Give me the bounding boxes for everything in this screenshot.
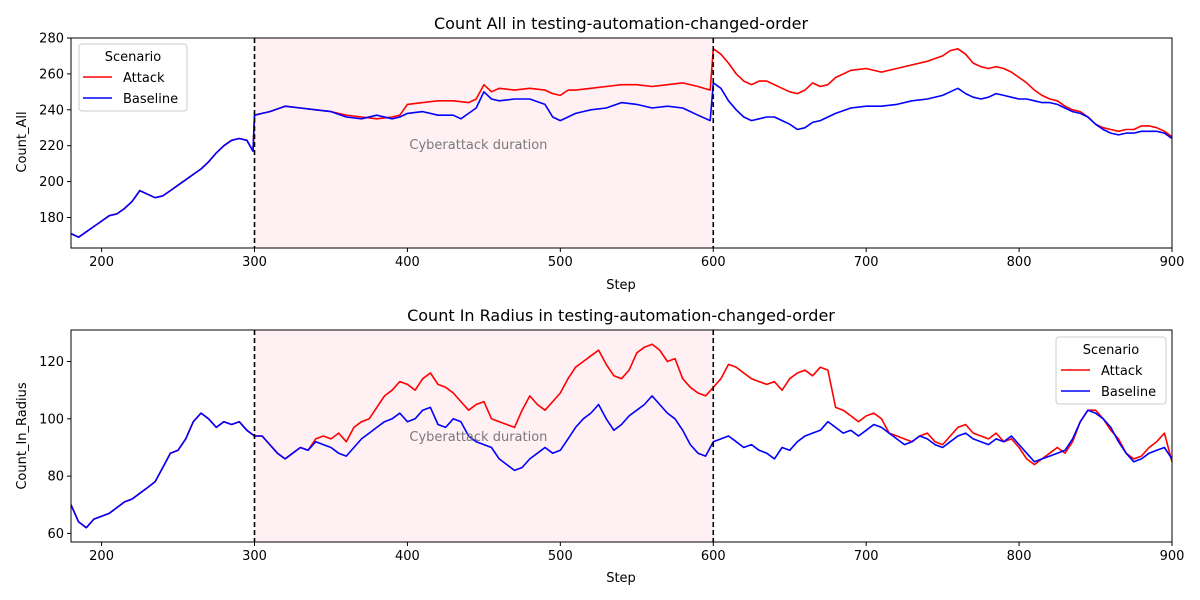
y-tick-label: 220: [39, 139, 64, 154]
x-tick-label: 400: [395, 549, 420, 564]
legend-frame: [78, 43, 188, 112]
legend-label-baseline: Baseline: [1101, 385, 1156, 400]
legend-label-attack: Attack: [1101, 364, 1143, 379]
attack-markers: [253, 38, 715, 248]
x-tick-label: 400: [395, 255, 420, 270]
attack-window-band: [254, 38, 714, 248]
y-tick-label: 260: [39, 67, 64, 82]
y-axis-label: Count_In_Radius: [15, 382, 30, 489]
x-axis: 200 300 400 500 600 700 800 900: [89, 542, 1184, 564]
y-axis: 180 200 220 240 260 280: [39, 32, 71, 226]
x-tick-label: 200: [89, 255, 114, 270]
legend-label-baseline: Baseline: [123, 92, 178, 107]
y-tick-label: 180: [39, 211, 64, 226]
attack-annotation: Cyberattack duration: [409, 430, 547, 445]
chart-panel-count-all: Count All in testing-automation-changed-…: [15, 14, 1184, 293]
x-tick-label: 800: [1007, 255, 1032, 270]
x-tick-label: 700: [854, 549, 879, 564]
series-line-baseline: [70, 82, 1173, 238]
x-tick-label: 600: [701, 549, 726, 564]
y-tick-label: 80: [47, 470, 64, 485]
x-tick-label: 300: [242, 549, 267, 564]
y-tick-label: 240: [39, 103, 64, 118]
y-tick-label: 200: [39, 175, 64, 190]
y-axis-label: Count_All: [15, 111, 30, 172]
x-tick-label: 900: [1160, 549, 1185, 564]
legend-title: Scenario: [1083, 343, 1140, 358]
x-tick-label: 800: [1007, 549, 1032, 564]
y-tick-label: 280: [39, 32, 64, 47]
chart-panel-count-in-radius: Count In Radius in testing-automation-ch…: [15, 306, 1184, 586]
legend-frame: [1055, 336, 1167, 405]
y-tick-label: 100: [39, 412, 64, 427]
attack-window-shading: [254, 38, 714, 248]
legend: Scenario Attack Baseline: [1055, 336, 1167, 405]
legend-title: Scenario: [105, 50, 162, 65]
y-tick-label: 60: [47, 527, 64, 542]
plot-frame: [70, 329, 1173, 543]
x-tick-label: 300: [242, 255, 267, 270]
attack-markers: [253, 330, 715, 542]
x-tick-label: 600: [701, 255, 726, 270]
series-lines: [70, 48, 1173, 238]
x-axis-label: Step: [606, 571, 636, 586]
chart-title: Count All in testing-automation-changed-…: [434, 14, 808, 33]
x-tick-label: 700: [854, 255, 879, 270]
x-tick-label: 200: [89, 549, 114, 564]
legend-label-attack: Attack: [123, 71, 165, 86]
attack-window-shading: [254, 330, 714, 542]
x-axis-label: Step: [606, 278, 636, 293]
plot-frame: [70, 37, 1173, 249]
y-axis: 60 80 100 120: [39, 355, 71, 542]
chart-title: Count In Radius in testing-automation-ch…: [407, 306, 835, 325]
x-tick-label: 500: [548, 255, 573, 270]
y-tick-label: 120: [39, 355, 64, 370]
attack-window-band: [254, 330, 714, 542]
x-axis: 200 300 400 500 600 700 800 900: [89, 248, 1184, 270]
legend: Scenario Attack Baseline: [78, 43, 188, 112]
attack-annotation: Cyberattack duration: [409, 138, 547, 153]
x-tick-label: 500: [548, 549, 573, 564]
x-tick-label: 900: [1160, 255, 1185, 270]
